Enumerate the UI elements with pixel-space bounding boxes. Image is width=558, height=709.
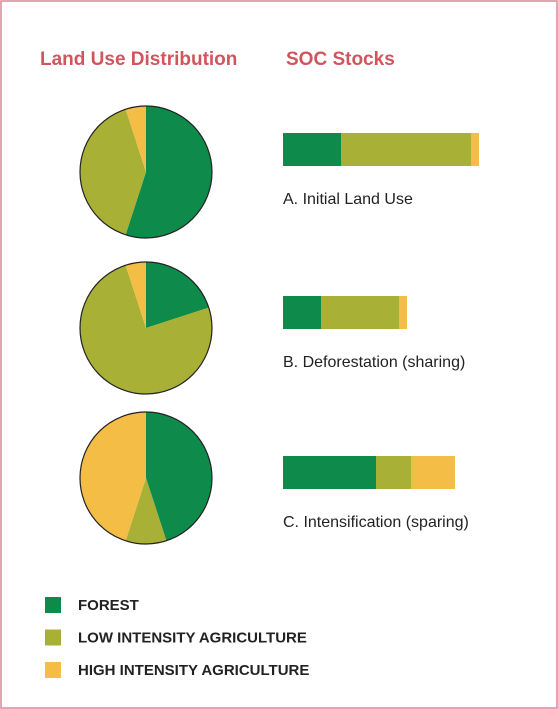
- pie-outline: [79, 261, 213, 395]
- legend-label: LOW INTENSITY AGRICULTURE: [78, 629, 307, 646]
- bar-segment: [471, 133, 479, 166]
- legend-label: FOREST: [78, 597, 139, 614]
- bar-segment: [399, 296, 407, 329]
- pie-slice: [125, 106, 212, 238]
- pie-slice: [125, 262, 146, 328]
- pie-outline: [79, 411, 213, 545]
- bar-label: B. Deforestation (sharing): [283, 354, 465, 371]
- bar-title: SOC Stocks: [286, 49, 395, 70]
- pie-title: Land Use Distribution: [40, 49, 237, 70]
- bar-segment: [376, 456, 411, 489]
- pie-slice: [146, 262, 209, 328]
- bar-label: A. Initial Land Use: [283, 191, 413, 208]
- pie-slice: [80, 265, 213, 395]
- legend-label: HIGH INTENSITY AGRICULTURE: [78, 662, 309, 679]
- pie-outline: [79, 105, 213, 239]
- pie-slice: [80, 109, 146, 235]
- pie-slice: [125, 478, 167, 544]
- bar-label: C. Intensification (sparing): [283, 514, 469, 531]
- bar-segment: [283, 296, 321, 329]
- bar-segment: [283, 133, 341, 166]
- pie-slice: [146, 412, 212, 541]
- bar-segment: [283, 456, 376, 489]
- legend-swatch: [45, 597, 61, 613]
- bar-segment: [341, 133, 471, 166]
- bar-segment: [321, 296, 399, 329]
- pie-slice: [125, 106, 146, 172]
- bar-segment: [411, 456, 455, 489]
- pie-slice: [80, 412, 146, 541]
- legend-swatch: [45, 629, 61, 646]
- legend-swatch: [45, 662, 61, 678]
